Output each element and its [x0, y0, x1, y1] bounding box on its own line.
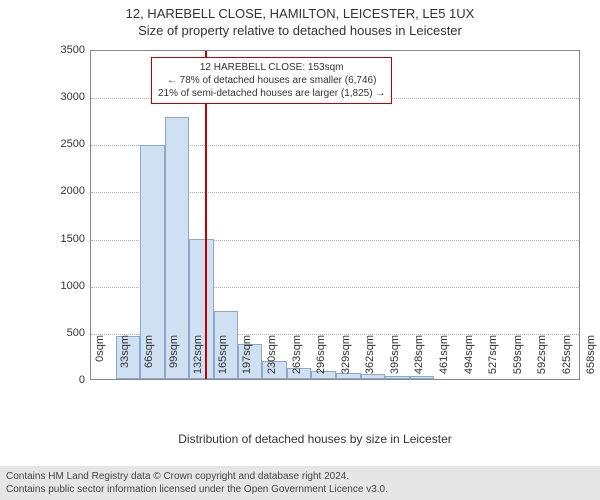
title-block: 12, HAREBELL CLOSE, HAMILTON, LEICESTER,… [0, 0, 600, 38]
x-tick-label: 99sqm [168, 335, 180, 385]
x-tick-label: 329sqm [340, 335, 352, 385]
chart-title-sub: Size of property relative to detached ho… [0, 23, 600, 38]
x-tick-label: 66sqm [143, 335, 155, 385]
annotation-box: 12 HAREBELL CLOSE: 153sqm ← 78% of detac… [151, 57, 392, 104]
x-tick-label: 230sqm [266, 335, 278, 385]
x-tick-label: 559sqm [512, 335, 524, 385]
x-tick-label: 197sqm [241, 335, 253, 385]
x-tick-label: 33sqm [119, 335, 131, 385]
x-tick-label: 461sqm [438, 335, 450, 385]
plot-area: 12 HAREBELL CLOSE: 153sqm ← 78% of detac… [90, 50, 580, 380]
annotation-line-2: ← 78% of detached houses are smaller (6,… [158, 74, 385, 87]
x-tick-label: 494sqm [463, 335, 475, 385]
x-tick-label: 625sqm [561, 335, 573, 385]
footer: Contains HM Land Registry data © Crown c… [0, 466, 600, 500]
y-tick-label: 1500 [45, 233, 85, 245]
x-tick-label: 428sqm [413, 335, 425, 385]
y-tick-label: 1000 [45, 280, 85, 292]
x-tick-label: 296sqm [315, 335, 327, 385]
y-tick-label: 0 [45, 374, 85, 386]
x-tick-label: 165sqm [217, 335, 229, 385]
x-tick-label: 658sqm [585, 335, 597, 385]
annotation-line-3: 21% of semi-detached houses are larger (… [158, 87, 385, 100]
y-tick-label: 3500 [45, 44, 85, 56]
y-tick-label: 3000 [45, 91, 85, 103]
x-tick-label: 132sqm [192, 335, 204, 385]
x-tick-label: 395sqm [389, 335, 401, 385]
footer-line-1: Contains HM Land Registry data © Crown c… [6, 470, 594, 483]
y-tick-label: 2500 [45, 138, 85, 150]
chart-container: Number of detached properties 12 HAREBEL… [50, 50, 580, 410]
y-tick-label: 2000 [45, 185, 85, 197]
x-tick-label: 0sqm [94, 335, 106, 385]
x-axis-label: Distribution of detached houses by size … [50, 432, 580, 446]
chart-title-main: 12, HAREBELL CLOSE, HAMILTON, LEICESTER,… [0, 6, 600, 21]
footer-line-2: Contains public sector information licen… [6, 483, 594, 496]
x-tick-label: 592sqm [536, 335, 548, 385]
x-tick-label: 362sqm [364, 335, 376, 385]
x-tick-label: 263sqm [291, 335, 303, 385]
annotation-line-1: 12 HAREBELL CLOSE: 153sqm [158, 61, 385, 74]
x-tick-label: 527sqm [487, 335, 499, 385]
y-tick-label: 500 [45, 327, 85, 339]
